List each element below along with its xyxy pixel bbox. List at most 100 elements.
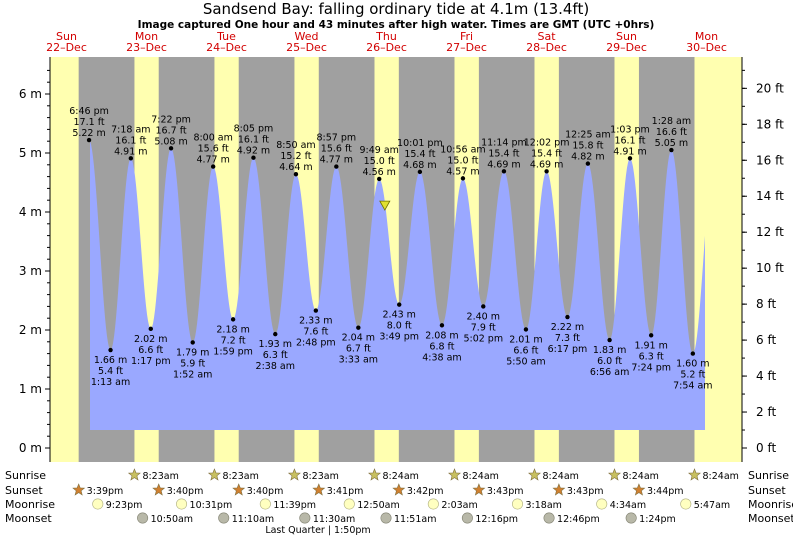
moonset-icon <box>543 512 555 524</box>
low-tide-metres: 1.93 m <box>259 339 292 350</box>
day-label-dow: Sun <box>56 30 77 43</box>
tide-point <box>585 161 591 166</box>
high-tide-time: 9:49 am <box>360 145 399 156</box>
sunset-icon <box>632 483 646 496</box>
day-label-date: 28–Dec <box>526 41 567 54</box>
sunset-icon <box>232 483 246 496</box>
moonset-icon <box>461 512 473 524</box>
sunrise-icon <box>528 468 541 481</box>
high-tide-feet: 15.4 ft <box>531 148 562 159</box>
y-tick-label-left: 5 m <box>19 146 42 160</box>
tide-point <box>481 304 486 309</box>
low-tide-metres: 2.08 m <box>425 330 458 341</box>
tide-point <box>397 302 402 307</box>
high-tide-feet: 16.1 ft <box>238 135 269 146</box>
tide-point <box>230 317 236 322</box>
tide-point <box>356 325 361 330</box>
day-label-date: 30–Dec <box>686 41 727 54</box>
low-tide-feet: 6.0 ft <box>597 356 622 367</box>
moonset-icon <box>299 512 311 524</box>
day-label-dow: Fri <box>460 30 473 43</box>
day-label-dow: Sat <box>537 30 556 43</box>
low-tide-metres: 2.04 m <box>342 333 375 344</box>
day-label-dow: Sun <box>616 30 637 43</box>
high-tide-metres: 4.69 m <box>530 159 563 170</box>
day-label-date: 26–Dec <box>366 41 407 54</box>
low-tide-time: 2:38 am <box>256 361 295 372</box>
tide-point <box>627 156 633 161</box>
moonset-time: 11:10am <box>232 514 274 525</box>
axes: 0 m 1 m 2 m 3 m 4 m 5 m 6 m 0 ft 2 ft 4 ft 6 ft 8 f… <box>19 57 784 462</box>
moonset-time: 1:24pm <box>639 514 676 525</box>
high-tide-feet: 15.6 ft <box>198 144 229 155</box>
low-tide-time: 1:52 am <box>173 369 212 380</box>
tide-point <box>501 169 507 174</box>
day-label-dow: Mon <box>135 30 158 43</box>
low-tide-time: 4:38 am <box>422 352 461 363</box>
tide-point <box>108 347 113 353</box>
moonrise-time: 12:50am <box>357 500 399 511</box>
low-tide-metres: 2.22 m <box>551 322 584 333</box>
tide-point <box>690 351 696 356</box>
sunrise-time: 8:24am <box>463 471 499 482</box>
y-tick-label-left: 4 m <box>19 205 42 219</box>
tide-point <box>128 156 134 161</box>
tide-point <box>210 164 216 169</box>
moonset-time: 12:16pm <box>475 514 518 525</box>
moonrise-icon <box>259 498 271 510</box>
tide-point <box>190 340 195 345</box>
high-tide-metres: 4.91 m <box>613 146 646 157</box>
moonset-time: 12:46pm <box>557 514 600 525</box>
sunrise-icon <box>688 468 701 481</box>
moonset-row-label-left: Moonset <box>5 512 52 525</box>
high-tide-feet: 16.7 ft <box>156 125 187 136</box>
low-tide-metres: 1.60 m <box>676 359 709 370</box>
tide-point <box>86 137 92 143</box>
day-label-date: 27–Dec <box>446 41 487 54</box>
moonrise-icon <box>596 498 608 510</box>
tide-point <box>377 176 382 182</box>
moonrise-time: 11:39pm <box>273 500 316 511</box>
high-tide-metres: 4.56 m <box>363 167 396 178</box>
high-tide-time: 8:50 am <box>276 140 315 151</box>
high-tide-feet: 17.1 ft <box>74 117 105 128</box>
moonrise-icon <box>680 498 692 510</box>
sunrise-time: 8:23am <box>142 471 178 482</box>
high-tide-metres: 4.92 m <box>237 146 270 157</box>
chart-subtitle: Image captured One hour and 43 minutes a… <box>138 19 655 31</box>
high-tide-time: 1:28 am <box>652 116 691 127</box>
tide-point <box>460 176 466 181</box>
day-label-dow: Wed <box>295 30 319 43</box>
high-tide-metres: 4.82 m <box>571 152 604 163</box>
moonrise-row-label-left: Moonrise <box>5 498 55 511</box>
sunset-time: 3:41pm <box>327 486 364 497</box>
high-tide-metres: 5.22 m <box>72 128 105 139</box>
low-tide-time: 1:17 pm <box>131 356 171 367</box>
moonrise-icon <box>343 498 355 510</box>
moonrise-time: 3:18am <box>526 500 562 511</box>
high-tide-metres: 4.91 m <box>114 146 147 157</box>
sunrise-row-label-left: Sunrise <box>5 469 46 482</box>
high-tide-time: 11:14 pm <box>481 137 527 148</box>
low-tide-metres: 2.43 m <box>383 310 416 321</box>
moonrise-row-label-right: Moonrise <box>748 498 793 511</box>
sunset-icon <box>72 483 86 496</box>
low-tide-time: 6:17 pm <box>548 344 588 355</box>
tide-point <box>565 314 570 320</box>
moonset-icon <box>380 512 392 524</box>
sunrise-time: 8:24am <box>543 471 579 482</box>
moonset-icon <box>218 512 230 524</box>
high-tide-metres: 4.68 m <box>403 160 436 171</box>
chart-title: Sandsend Bay: falling ordinary tide at 4… <box>203 0 589 18</box>
low-tide-feet: 6.6 ft <box>513 345 538 356</box>
y-tick-label-right: 20 ft <box>756 81 784 95</box>
high-tide-time: 8:05 pm <box>234 124 274 135</box>
low-tide-feet: 6.8 ft <box>429 341 454 352</box>
moonrise-time: 10:31pm <box>190 500 233 511</box>
y-tick-label-left: 0 m <box>19 441 42 455</box>
high-tide-metres: 5.05 m <box>655 138 688 149</box>
y-tick-label-right: 8 ft <box>756 297 776 311</box>
water-area <box>90 141 705 430</box>
high-tide-metres: 4.64 m <box>279 162 312 173</box>
moonrise-icon <box>176 498 188 510</box>
